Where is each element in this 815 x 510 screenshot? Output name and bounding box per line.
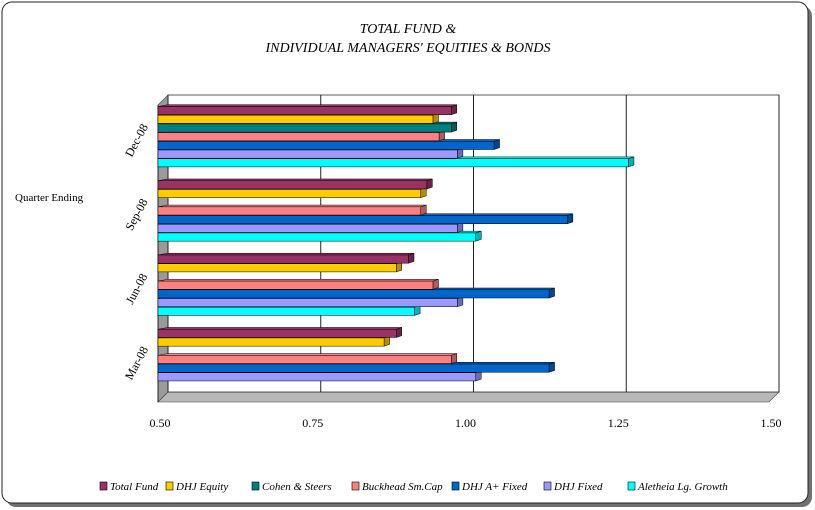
legend-item: Buckhead Sm.Cap <box>351 481 443 493</box>
chart-title-line-2: INDIVIDUAL MANAGERS' EQUITIES & BONDS <box>264 41 550 56</box>
bar <box>157 353 458 364</box>
legend-label: Total Fund <box>110 481 159 493</box>
x-tick-label: 1.25 <box>608 416 629 430</box>
bars <box>157 104 635 382</box>
bar <box>157 178 433 190</box>
x-tick-label: 1.50 <box>761 416 782 430</box>
legend-label: DHJ Equity <box>175 481 228 493</box>
legend-label: Aletheia Lg. Growth <box>637 481 728 493</box>
legend: Total Fund DHJ Equity Cohen & Steers Buckhe… <box>99 481 728 493</box>
legend-item: Cohen & Steers <box>251 481 332 493</box>
legend-swatch <box>543 481 552 491</box>
legend-swatch <box>627 481 636 491</box>
bar <box>157 327 403 338</box>
legend-swatch <box>99 481 108 491</box>
bar <box>157 104 458 116</box>
legend-item: DHJ Equity <box>165 481 228 493</box>
legend-swatch <box>451 481 460 491</box>
plot-floor <box>157 391 780 403</box>
chart-title-line-1: TOTAL FUND & <box>360 22 457 37</box>
legend-item: Total Fund <box>99 481 159 493</box>
legend-label: DHJ Fixed <box>553 481 603 493</box>
legend-label: DHJ A+ Fixed <box>461 481 528 493</box>
x-tick-label: 0.50 <box>150 416 171 430</box>
legend-label: Cohen & Steers <box>262 481 332 493</box>
bar <box>157 204 427 216</box>
legend-label: Buckhead Sm.Cap <box>362 481 443 493</box>
y-axis-label: Quarter Ending <box>15 192 84 204</box>
x-tick-label: 1.00 <box>455 416 476 430</box>
x-tick-label: 0.75 <box>302 416 323 430</box>
legend-swatch <box>251 481 260 491</box>
x-tick-labels: 0.50 0.75 1.00 1.25 1.50 <box>150 416 782 430</box>
bar <box>157 278 439 290</box>
legend-swatch <box>351 481 360 491</box>
legend-item: DHJ A+ Fixed <box>451 481 528 493</box>
legend-item: DHJ Fixed <box>543 481 603 493</box>
plot-area: 0.50 0.75 1.00 1.25 1.50 Dec-08Sep-08Jun-08M… <box>122 94 782 430</box>
bar <box>157 252 415 264</box>
legend-swatch <box>165 481 174 491</box>
legend-item: Aletheia Lg. Growth <box>627 481 728 493</box>
